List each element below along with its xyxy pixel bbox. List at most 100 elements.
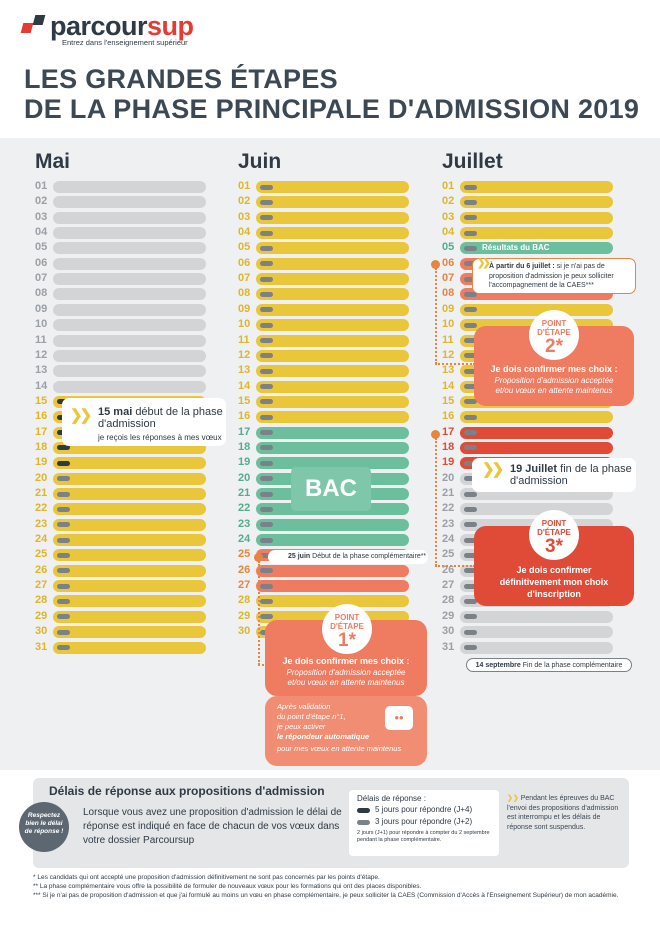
double-chevron-icon: ❯❯	[482, 461, 504, 478]
badge-label-2: POINT D'ÉTAPE	[537, 319, 571, 337]
step-1-title: Je dois confirmer mes choix :	[282, 656, 410, 666]
day-number: 05	[238, 241, 251, 254]
day-bar	[460, 196, 613, 209]
delay-indicator-icon	[464, 568, 477, 574]
day-bar	[256, 227, 409, 240]
footnote-1: * Les candidats qui ont accepté une prop…	[33, 874, 380, 881]
day-number: 27	[238, 579, 251, 592]
day-bar	[460, 610, 613, 623]
may15-title-line2: d'admission	[98, 418, 156, 430]
day-number: 22	[238, 502, 251, 515]
day-bar	[256, 181, 409, 193]
day-number: 25	[238, 548, 251, 561]
delay-indicator-icon	[464, 399, 477, 405]
delay-indicator-icon	[260, 230, 273, 236]
day-number: 10	[35, 318, 48, 331]
delay-indicator-icon	[260, 460, 273, 466]
day-number: 18	[35, 440, 48, 453]
delay-indicator-icon	[260, 245, 273, 251]
day-bar	[256, 334, 409, 347]
chevron-icon: ❯❯	[477, 258, 491, 269]
jul6-connector	[435, 268, 437, 364]
delay-indicator-icon	[464, 430, 477, 436]
delay-indicator-icon	[464, 276, 477, 282]
day-number: 02	[238, 195, 251, 208]
day-number: 18	[238, 440, 251, 453]
response-delay-panel: Délais de réponse aux propositions d'adm…	[19, 778, 629, 868]
delay-indicator-icon	[57, 460, 70, 466]
delay-indicator-icon	[260, 276, 273, 282]
footnote-3: *** Si je n'ai pas de proposition d'admi…	[33, 892, 619, 899]
delay-indicator-icon	[464, 460, 477, 466]
day-bar	[53, 472, 206, 485]
day-bar	[256, 534, 409, 547]
step-1-extra-line2: du point d'étape n°1,	[277, 712, 346, 721]
day-bar	[53, 580, 206, 593]
parcoursup-logo: parcoursup	[20, 12, 194, 40]
day-number: 28	[442, 594, 455, 607]
day-bar	[460, 411, 613, 424]
day-number: 05	[442, 241, 455, 254]
day-number: 09	[35, 302, 48, 315]
day-number: 29	[442, 609, 455, 622]
day-number: 08	[238, 287, 251, 300]
jul17-connector-h	[435, 565, 475, 567]
day-number: 18	[442, 440, 455, 453]
day-bar	[256, 580, 409, 593]
day-number: 02	[442, 195, 455, 208]
day-number: 03	[35, 210, 48, 223]
delay-indicator-icon	[260, 445, 273, 451]
day-number: 30	[238, 625, 251, 638]
step-2-badge: POINT D'ÉTAPE 2*	[529, 310, 579, 360]
delay-indicator-icon	[464, 184, 477, 190]
day-bar	[53, 242, 206, 255]
delay-indicator-icon	[464, 291, 477, 297]
day-number: 08	[442, 287, 455, 300]
day-number: 05	[35, 241, 48, 254]
day-number: 11	[35, 333, 47, 346]
callout-jul-19: ❯❯ 19 Juillet fin de la phase d'admissio…	[472, 458, 636, 492]
delay-indicator-icon	[464, 445, 477, 451]
day-number: 28	[238, 594, 251, 607]
delay-indicator-icon	[57, 568, 70, 574]
day-number: 01	[442, 180, 455, 192]
step-1-number: 1*	[338, 630, 356, 651]
bac-suspension-note: ❯❯ Pendant les épreuves du BAC l'envoi d…	[507, 794, 621, 832]
delay-indicator-icon	[260, 598, 273, 604]
day-number: 12	[238, 348, 251, 361]
day-bar	[53, 488, 206, 500]
day-number: 04	[442, 226, 455, 239]
day-number: 28	[35, 594, 48, 607]
delay-indicator-icon	[260, 353, 273, 359]
day-number: 12	[442, 348, 455, 361]
day-number: 16	[238, 410, 251, 423]
day-number: 17	[35, 425, 48, 438]
day-bar	[53, 334, 206, 347]
day-bar	[53, 610, 206, 623]
step-2-title: Je dois confirmer mes choix :	[490, 364, 618, 374]
day-number: 09	[238, 302, 251, 315]
day-number: 07	[35, 272, 48, 285]
day-bar	[53, 518, 206, 531]
delay-indicator-icon	[260, 291, 273, 297]
day-bar	[256, 518, 409, 531]
day-bar	[256, 441, 409, 454]
badge-label-1: POINT D'ÉTAPE	[330, 613, 364, 631]
delay-indicator-icon	[260, 338, 273, 343]
delay-indicator-icon	[464, 384, 477, 390]
day-number: 31	[35, 640, 48, 653]
delay-indicator-icon	[260, 522, 273, 528]
day-number: 20	[35, 471, 48, 484]
day-bar	[460, 626, 613, 639]
delay-indicator-icon	[57, 522, 70, 528]
delay-indicator-icon	[464, 338, 477, 343]
day-bar	[256, 257, 409, 270]
day-number: 29	[238, 609, 251, 622]
day-bar	[53, 181, 206, 193]
day-number: 21	[238, 487, 251, 499]
logo-mark-icon	[20, 13, 48, 39]
day-bar	[256, 273, 409, 286]
day-bar	[460, 426, 613, 439]
day-number: 06	[35, 256, 48, 269]
logo-wordmark: parcoursup	[50, 12, 194, 40]
